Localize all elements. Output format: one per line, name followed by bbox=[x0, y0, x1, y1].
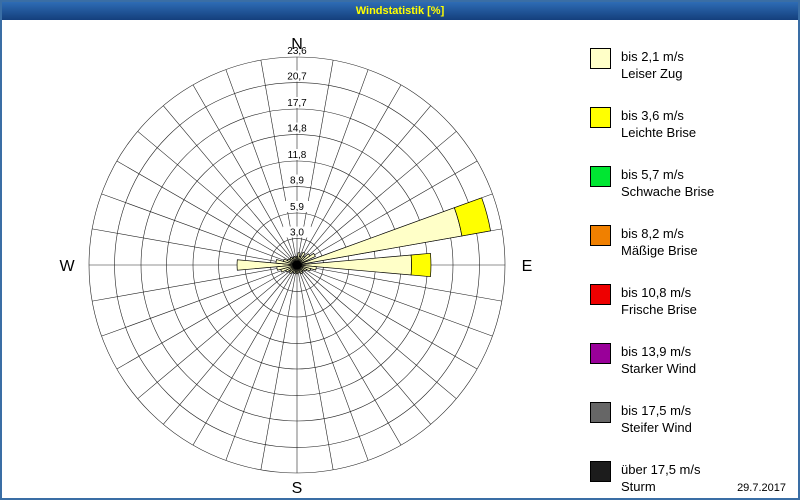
legend-text: bis 3,6 m/s Leichte Brise bbox=[621, 107, 696, 141]
legend-class-name: Leiser Zug bbox=[621, 66, 683, 81]
compass-label-n: N bbox=[291, 36, 303, 53]
legend-text: bis 13,9 m/s Starker Wind bbox=[621, 343, 696, 377]
compass-label-s: S bbox=[292, 480, 303, 497]
windrose-petal bbox=[296, 254, 412, 276]
legend-swatch bbox=[590, 107, 611, 128]
legend-item: bis 8,2 m/s Mäßige Brise bbox=[590, 225, 714, 259]
ring-label: 14,8 bbox=[287, 124, 307, 135]
windrose-chart: 3,0 5,9 8,9 11,8 14,8 17,7 20,7 23,6N S W E bbox=[59, 36, 533, 497]
ring-label-bg bbox=[283, 97, 311, 108]
windrose-petal bbox=[236, 259, 298, 271]
legend-speed-label: bis 3,6 m/s bbox=[621, 108, 684, 123]
legend-item: bis 5,7 m/s Schwache Brise bbox=[590, 166, 714, 200]
legend-speed-label: bis 5,7 m/s bbox=[621, 167, 684, 182]
legend-swatch bbox=[590, 343, 611, 364]
legend-swatch bbox=[590, 461, 611, 482]
ring-label-bg bbox=[283, 149, 311, 160]
grid-ring bbox=[114, 82, 480, 448]
legend-text: bis 5,7 m/s Schwache Brise bbox=[621, 166, 714, 200]
legend-text: über 17,5 m/s Sturm bbox=[621, 461, 701, 495]
legend-class-name: Starker Wind bbox=[621, 361, 697, 376]
windrose-petal bbox=[276, 264, 298, 271]
legend-class-name: Sturm bbox=[621, 479, 656, 494]
ring-label-bg bbox=[283, 122, 311, 134]
legend-speed-label: bis 17,5 m/s bbox=[621, 403, 692, 418]
legend-swatch bbox=[590, 284, 611, 305]
ring-label: 8,9 bbox=[290, 176, 304, 187]
window-title: Windstatistik [%] bbox=[355, 5, 445, 17]
windrose-petal bbox=[294, 256, 298, 266]
legend-item: über 17,5 m/s Sturm bbox=[590, 461, 714, 495]
legend-item: bis 2,1 m/s Leiser Zug bbox=[590, 48, 714, 82]
windrose-petal bbox=[410, 252, 432, 278]
legend-speed-label: bis 8,2 m/s bbox=[621, 226, 684, 241]
legend: bis 2,1 m/s Leiser Zug bis 3,6 m/s Leichte … bbox=[590, 48, 714, 498]
ring-label-bg bbox=[283, 201, 311, 212]
ring-label: 20,7 bbox=[287, 72, 307, 83]
ring-label-bg bbox=[283, 45, 311, 56]
compass-label-e: E bbox=[522, 258, 533, 275]
legend-class-name: Leichte Brise bbox=[621, 125, 697, 140]
ring-label: 17,7 bbox=[287, 98, 307, 109]
ring-label-bg bbox=[283, 226, 311, 238]
legend-text: bis 17,5 m/s Steifer Wind bbox=[621, 402, 692, 436]
legend-speed-label: bis 13,9 m/s bbox=[621, 344, 692, 359]
legend-text: bis 10,8 m/s Frische Brise bbox=[621, 284, 697, 318]
legend-speed-label: bis 10,8 m/s bbox=[621, 285, 692, 300]
compass-label-w: W bbox=[59, 258, 75, 275]
legend-swatch bbox=[590, 225, 611, 246]
ring-label: 5,9 bbox=[290, 202, 304, 213]
legend-text: bis 8,2 m/s Mäßige Brise bbox=[621, 225, 698, 259]
legend-item: bis 3,6 m/s Leichte Brise bbox=[590, 107, 714, 141]
grid-ring bbox=[88, 56, 506, 474]
ring-label: 23,6 bbox=[287, 46, 307, 57]
windrose-petal bbox=[453, 197, 491, 237]
ring-label-bg bbox=[283, 174, 311, 186]
date-label: 29.7.2017 bbox=[737, 482, 786, 494]
windrose-petal bbox=[296, 252, 316, 266]
ring-label: 3,0 bbox=[290, 228, 304, 239]
legend-item: bis 17,5 m/s Steifer Wind bbox=[590, 402, 714, 436]
windrose-petal bbox=[296, 207, 463, 266]
legend-class-name: Schwache Brise bbox=[621, 184, 715, 199]
grid-ring bbox=[140, 108, 454, 422]
legend-swatch bbox=[590, 166, 611, 187]
legend-swatch bbox=[590, 402, 611, 423]
legend-item: bis 10,8 m/s Frische Brise bbox=[590, 284, 714, 318]
legend-speed-label: über 17,5 m/s bbox=[621, 462, 701, 477]
legend-class-name: Mäßige Brise bbox=[621, 243, 698, 258]
legend-class-name: Frische Brise bbox=[621, 302, 697, 317]
legend-speed-label: bis 2,1 m/s bbox=[621, 49, 684, 64]
ring-label: 11,8 bbox=[288, 150, 307, 161]
legend-class-name: Steifer Wind bbox=[621, 420, 692, 435]
legend-swatch bbox=[590, 48, 611, 69]
legend-text: bis 2,1 m/s Leiser Zug bbox=[621, 48, 684, 82]
legend-item: bis 13,9 m/s Starker Wind bbox=[590, 343, 714, 377]
title-bar: Windstatistik [%] bbox=[2, 2, 798, 20]
ring-label-bg bbox=[283, 70, 311, 82]
